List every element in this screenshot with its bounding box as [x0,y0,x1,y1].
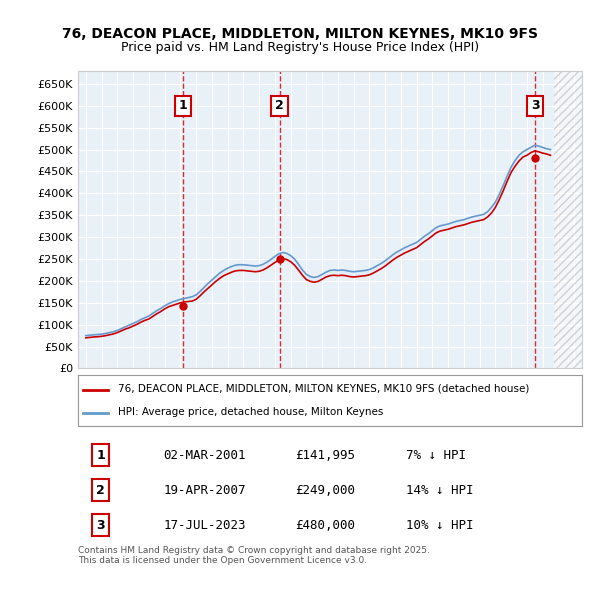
Text: £249,000: £249,000 [295,484,355,497]
Text: HPI: Average price, detached house, Milton Keynes: HPI: Average price, detached house, Milt… [118,407,383,417]
Text: 2: 2 [275,99,284,112]
Text: 7% ↓ HPI: 7% ↓ HPI [406,448,466,461]
Text: 1: 1 [179,99,187,112]
Text: 76, DEACON PLACE, MIDDLETON, MILTON KEYNES, MK10 9FS (detached house): 76, DEACON PLACE, MIDDLETON, MILTON KEYN… [118,384,530,394]
Text: 3: 3 [97,519,105,532]
Text: 02-MAR-2001: 02-MAR-2001 [164,448,246,461]
Text: Contains HM Land Registry data © Crown copyright and database right 2025.
This d: Contains HM Land Registry data © Crown c… [78,546,430,565]
Text: £141,995: £141,995 [295,448,355,461]
Text: 19-APR-2007: 19-APR-2007 [164,484,246,497]
Text: 1: 1 [97,448,105,461]
Text: 3: 3 [531,99,539,112]
Text: 14% ↓ HPI: 14% ↓ HPI [406,484,473,497]
Text: £480,000: £480,000 [295,519,355,532]
Text: 10% ↓ HPI: 10% ↓ HPI [406,519,473,532]
Text: Price paid vs. HM Land Registry's House Price Index (HPI): Price paid vs. HM Land Registry's House … [121,41,479,54]
Text: 76, DEACON PLACE, MIDDLETON, MILTON KEYNES, MK10 9FS: 76, DEACON PLACE, MIDDLETON, MILTON KEYN… [62,27,538,41]
Text: 2: 2 [97,484,105,497]
Text: 17-JUL-2023: 17-JUL-2023 [164,519,246,532]
